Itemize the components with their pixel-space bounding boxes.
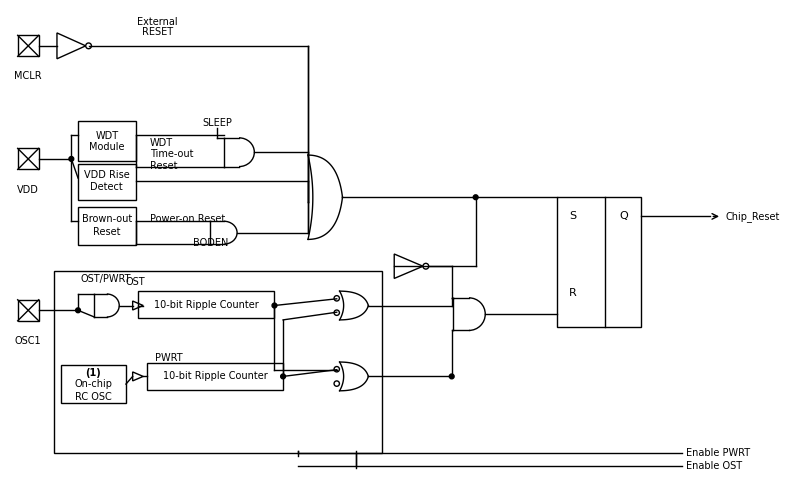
Circle shape xyxy=(69,157,74,162)
Bar xyxy=(78,121,136,161)
Text: WDT: WDT xyxy=(150,138,173,148)
Bar xyxy=(78,164,136,200)
Text: OST/PWRT: OST/PWRT xyxy=(81,274,131,284)
Text: Q: Q xyxy=(620,211,629,221)
Circle shape xyxy=(334,310,339,316)
Text: RC OSC: RC OSC xyxy=(75,392,111,402)
Text: Enable OST: Enable OST xyxy=(686,461,743,471)
Circle shape xyxy=(449,374,454,379)
Bar xyxy=(147,363,283,390)
Text: Module: Module xyxy=(89,143,125,153)
Text: On-chip: On-chip xyxy=(75,379,112,389)
Circle shape xyxy=(473,195,478,200)
Circle shape xyxy=(423,263,429,269)
Text: External: External xyxy=(137,17,178,27)
Text: VDD: VDD xyxy=(17,184,39,194)
Circle shape xyxy=(334,296,339,301)
Text: OST: OST xyxy=(126,276,145,287)
Bar xyxy=(138,291,275,318)
Bar xyxy=(54,271,382,453)
Circle shape xyxy=(334,367,339,372)
Text: RESET: RESET xyxy=(142,27,173,37)
Bar xyxy=(78,207,136,245)
Text: MCLR: MCLR xyxy=(14,71,42,81)
Text: R: R xyxy=(568,288,576,298)
Text: OSC1: OSC1 xyxy=(15,336,42,346)
Bar xyxy=(18,149,38,169)
Text: BODEN: BODEN xyxy=(193,238,228,248)
Text: Power-on Reset: Power-on Reset xyxy=(150,214,225,224)
Text: SLEEP: SLEEP xyxy=(202,118,232,128)
Bar xyxy=(18,300,38,321)
Text: Time-out: Time-out xyxy=(150,149,193,159)
Text: 10-bit Ripple Counter: 10-bit Ripple Counter xyxy=(162,371,268,381)
Text: Chip_Reset: Chip_Reset xyxy=(726,211,780,222)
Text: Brown-out: Brown-out xyxy=(82,214,132,224)
Circle shape xyxy=(86,43,92,49)
Bar xyxy=(557,197,641,327)
Bar xyxy=(60,365,126,403)
Text: (1): (1) xyxy=(86,368,101,378)
Text: VDD Rise: VDD Rise xyxy=(84,170,130,180)
Text: Reset: Reset xyxy=(150,161,177,170)
Text: 10-bit Ripple Counter: 10-bit Ripple Counter xyxy=(154,300,259,310)
Text: PWRT: PWRT xyxy=(155,353,182,363)
Text: Enable PWRT: Enable PWRT xyxy=(686,448,750,458)
Text: Detect: Detect xyxy=(90,182,123,192)
Circle shape xyxy=(334,381,339,386)
Text: WDT: WDT xyxy=(95,131,119,141)
Bar xyxy=(18,35,38,56)
Circle shape xyxy=(75,308,80,313)
Text: S: S xyxy=(569,211,576,221)
Text: Reset: Reset xyxy=(93,227,121,237)
Circle shape xyxy=(272,303,277,308)
Circle shape xyxy=(281,374,286,379)
